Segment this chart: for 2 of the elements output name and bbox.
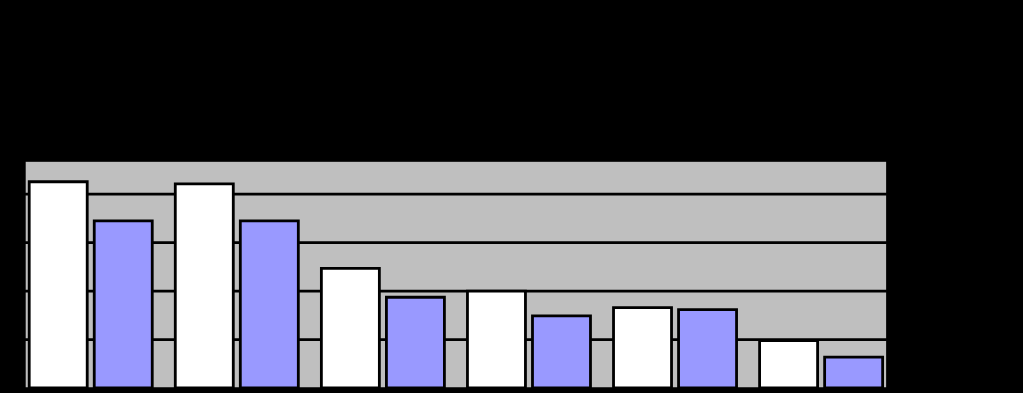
bar [612, 306, 673, 389]
bar [466, 289, 527, 389]
